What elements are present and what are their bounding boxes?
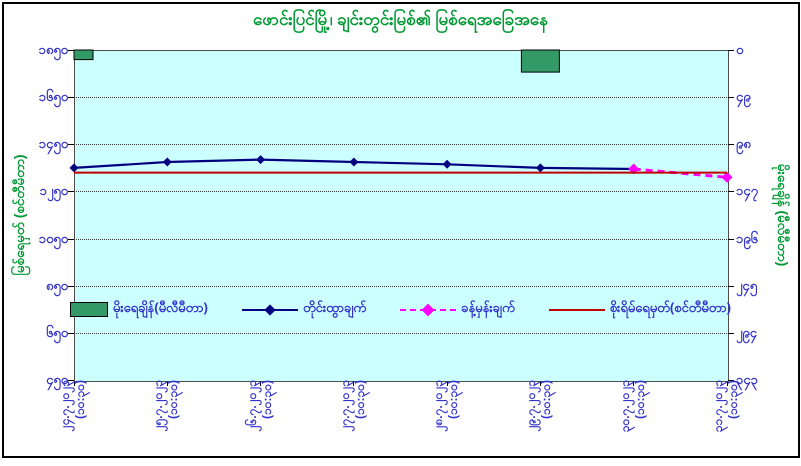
x-axis-tick [633, 381, 635, 386]
rainfall-bar [73, 49, 94, 61]
gridline [74, 285, 727, 287]
right-axis-tick [728, 144, 734, 146]
gridline [74, 97, 727, 99]
legend-label-rainfall: မိုးရေချိန်(မီလီမီတာ) [112, 300, 208, 315]
legend-label-danger-level: စိုးရိမ်ရေမှတ်(စင်တီမီတာ) [609, 300, 732, 315]
forecast-line [633, 167, 728, 179]
left-axis-tick-label: ၁၀၅၀ [38, 230, 68, 246]
left-axis-tick [68, 285, 74, 287]
observed-line-marker-icon [162, 157, 172, 167]
observed-line-marker-icon [442, 159, 452, 169]
x-axis-tick [726, 381, 728, 386]
x-axis-label-date: ၂၄.၇.၂၀၂၃ [58, 380, 72, 432]
left-axis-tick-label: ၄၅၀ [46, 372, 68, 387]
observed-line-marker-icon [535, 163, 545, 173]
right-axis-tick [728, 380, 734, 381]
forecast-line-swatch-icon [400, 303, 457, 316]
observed-line-swatch-icon [241, 303, 298, 316]
danger-line-swatch-icon [548, 304, 605, 316]
observed-line-marker-icon [69, 163, 79, 173]
observed-line-marker-icon [256, 155, 266, 165]
x-axis-label-date: ၂၉.၇.၂၀၂၃ [524, 380, 539, 432]
gridline [74, 191, 727, 193]
legend-item-forecast: ခန့်မှန်းချက် [400, 300, 515, 319]
right-axis-tick-label: ၃၄၃ [736, 372, 758, 387]
legend: မိုးရေချိန်(မီလီမီတာ) တိုင်းထွာချက် ခန့်… [69, 300, 731, 319]
right-axis-tick-label: ၁၉၆ [736, 230, 758, 246]
forecast-line-marker-icon [721, 171, 733, 183]
x-axis-label: ၂၅.၇.၂၀၂၃ (၁၀:၃၀) [151, 380, 181, 460]
x-axis-label-date: ၃၁.၇.၂၀၂၃ [711, 380, 725, 433]
plot-area [74, 50, 729, 382]
legend-item-rainfall: မိုးရေချိန်(မီလီမီတာ) [69, 300, 208, 319]
legend-item-danger-level: စိုးရိမ်ရေမှတ်(စင်တီမီတာ) [548, 300, 732, 319]
x-axis-label-date: ၂၅.၇.၂၀၂၃ [151, 380, 166, 432]
left-axis-tick-label: ၁၄၅၀ [38, 136, 68, 152]
gridline [74, 332, 727, 334]
rainfall-swatch-icon [69, 302, 108, 317]
right-axis-tick [728, 97, 734, 99]
left-axis-tick [68, 144, 74, 146]
legend-label-forecast: ခန့်မှန်းချက် [461, 300, 515, 315]
x-axis-label: ၃၁.၇.၂၀၂၃ (၁၀:၃၀) [711, 380, 741, 460]
left-axis-tick-label: ၈၅၀ [45, 277, 68, 293]
x-axis-label-date: ၂၈.၇.၂၀၂၃ [431, 380, 446, 432]
x-axis-label: ၂၆.၇.၂၀၂၃ (၁၀:၃၀) [245, 380, 275, 460]
x-axis-tick [539, 381, 541, 386]
right-axis-tick [728, 285, 734, 287]
gridline [74, 238, 727, 240]
observed-line-marker-icon [349, 157, 359, 167]
x-axis-tick [73, 381, 75, 386]
left-axis-tick-label: ၆၅၀ [46, 324, 68, 340]
x-axis-label-time: (၁၀:၃၀) [632, 380, 647, 419]
x-axis-tick [260, 381, 262, 386]
x-axis-label: ၂၈.၇.၂၀၂၃ (၁၀:၃၀) [431, 380, 461, 460]
right-axis-tick [728, 238, 734, 240]
right-axis-tick-label: ၂၉၄ [736, 324, 758, 340]
x-axis-tick [446, 381, 448, 386]
right-axis-tick-label: ၀ [736, 42, 744, 57]
right-axis-tick-label: ၉၈ [736, 136, 751, 152]
left-axis-tick [68, 380, 74, 381]
x-axis-label-date: ၂၇.၇.၂၀၂၃ [337, 380, 352, 432]
x-axis-label-time: (၁၀:၃၀) [726, 380, 740, 419]
left-axis-tick [68, 97, 74, 99]
x-axis-label-time: (၁၀:၃၀) [73, 380, 87, 419]
x-axis-label: ၂၉.၇.၂၀၂၃ (၁၀:၃၀) [524, 380, 554, 460]
x-axis-label: ၂၇.၇.၂၀၂၃ (၁၀:၃၀) [338, 380, 368, 460]
left-axis-tick-label: ၁၂၅၀ [39, 183, 68, 199]
left-axis-title: မြစ်ရေမှတ် (စင်တီမီတာ) [12, 154, 27, 276]
left-axis-tick [68, 50, 74, 51]
x-axis-label: ၂၄.၇.၂၀၂၃ (၁၀:၃၀) [58, 380, 88, 460]
x-axis-label-time: (၁၀:၃၀) [446, 380, 461, 419]
plot-canvas [69, 49, 733, 183]
right-axis-tick-label: ၂၄၅ [736, 277, 758, 293]
right-axis-tick-label: ၄၉ [736, 89, 751, 105]
x-axis-label-time: (၁၀:၃၀) [352, 380, 367, 419]
x-axis-label-time: (၁၀:၃၀) [166, 380, 181, 419]
legend-item-observed: တိုင်းထွာချက် [241, 300, 367, 319]
chart-title: ဖောင်းပြင်မြို့၊ ချင်းတွင်းမြစ်၏ မြစ်ရေအ… [253, 10, 548, 29]
x-axis-label-date: ၃၀.၇.၂၀၂၃ [617, 380, 632, 433]
rainfall-bar [520, 49, 560, 73]
left-axis-tick [68, 191, 74, 193]
right-axis-title: မိုးရေချိန် (မီလီမီတာ) [775, 163, 790, 267]
x-axis-label-time: (၁၀:၃၀) [539, 380, 554, 419]
x-axis-label-date: ၂၆.၇.၂၀၂၃ [244, 380, 259, 432]
x-axis-label: ၃၀.၇.၂၀၂၃ (၁၀:၃၀) [618, 380, 648, 460]
legend-label-observed: တိုင်းထွာချက် [302, 300, 367, 315]
x-axis-label-time: (၁၀:၃၀) [259, 380, 274, 419]
right-axis-tick-label: ၁၄၇ [736, 183, 758, 199]
x-axis-tick [166, 381, 168, 386]
left-axis-tick [68, 332, 74, 334]
x-axis-tick [353, 381, 355, 386]
right-axis-tick [728, 332, 734, 334]
left-axis-tick-label: ၁၈၅၀ [38, 42, 68, 57]
left-axis-tick-label: ၁၆၅၀ [38, 89, 68, 105]
gridline [74, 144, 727, 146]
left-axis-tick [68, 238, 74, 240]
right-axis-tick [728, 50, 734, 51]
right-axis-tick [728, 191, 734, 193]
